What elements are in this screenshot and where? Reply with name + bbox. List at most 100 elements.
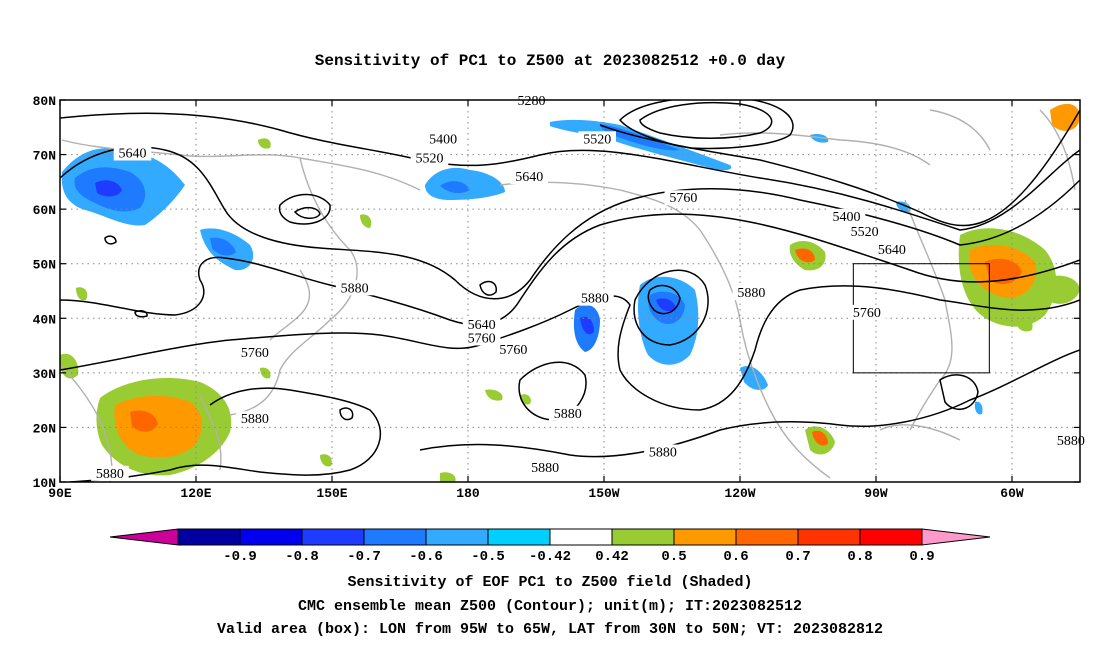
shade-orange-rockies-core [795, 248, 815, 263]
contour-label-bg [113, 145, 152, 161]
colorbar-box [673, 528, 737, 546]
shade-green-india [60, 353, 79, 379]
sensitivity-shading [60, 103, 1080, 482]
contour-label-bg [827, 208, 866, 224]
caption-line-3: Valid area (box): LON from 95W to 65W, L… [216, 621, 884, 638]
colorbar-label: -0.8 [285, 549, 319, 565]
contour-5880d [419, 349, 1080, 458]
lon-tick-label: 90E [48, 486, 72, 501]
contour-label-bg [462, 316, 501, 332]
shade-blue-asia-dark [95, 180, 122, 197]
shade-blue-goa-dark [656, 298, 676, 312]
contour-label: 5640 [515, 170, 543, 185]
shade-green-kor [360, 214, 372, 228]
shade-blue-npac [425, 167, 505, 200]
lat-tick-label: 60N [33, 203, 56, 218]
shade-green-arc [258, 138, 271, 149]
colorbar-label: 0.42 [595, 549, 629, 565]
contour-label: 5880 [341, 281, 369, 296]
colorbar-box [611, 528, 675, 546]
contour-5280 [639, 101, 773, 139]
colorbar-label: 0.6 [723, 549, 748, 565]
colorbar-label: 0.8 [847, 549, 872, 565]
contour-label: 5520 [851, 225, 879, 240]
shade-green-date [440, 472, 456, 482]
contour-small3 [479, 280, 497, 296]
colorbar-box [425, 528, 489, 546]
contour-small5 [647, 284, 681, 315]
shade-blue-small [974, 401, 983, 415]
shade-blue-midpac-core [580, 316, 594, 335]
colorbar-box [797, 528, 861, 546]
colorbar-label: -0.5 [471, 549, 505, 565]
contour-label-bg [644, 444, 682, 460]
colorbar-box [363, 528, 427, 546]
contour-5520 [60, 112, 1080, 231]
shade-blue-arctic [550, 119, 732, 171]
colorbar-label: 0.7 [785, 549, 810, 565]
shade-orange-mexico [812, 430, 828, 446]
contour-label-bg [424, 131, 462, 147]
contour-5880a [60, 285, 1080, 411]
contour-label-bg [873, 242, 911, 258]
colorbar-arrow-right [921, 528, 991, 546]
contour-label: 5400 [429, 132, 457, 147]
shade-green-dot2 [320, 454, 332, 467]
lon-tick-label: 60W [1000, 486, 1024, 501]
contour-label: 5520 [415, 151, 443, 166]
coast-asia-east [229, 157, 358, 416]
contour-small2 [293, 206, 321, 219]
shade-blue-asia-3 [210, 237, 236, 256]
contour-label-bg [335, 280, 374, 296]
contour-label: 5760 [669, 191, 697, 206]
lon-tick-label: 90W [864, 486, 888, 501]
contour-label-bg [732, 285, 771, 301]
colorbar-label: 0.9 [909, 549, 934, 565]
contour-label: 5880 [554, 407, 582, 422]
contour-label: 5640 [119, 146, 147, 161]
colorbar-box [859, 528, 923, 546]
contour-label: 5640 [878, 243, 906, 258]
contour-5400b [599, 109, 1080, 227]
contour-label: 5880 [737, 286, 765, 301]
shade-red-ne [985, 258, 1022, 284]
contour-label-bg [845, 224, 884, 240]
contour-label-bg [526, 459, 564, 475]
contour-label-bg [578, 131, 616, 147]
shade-green-china [76, 287, 88, 301]
contour-5880c [518, 361, 587, 421]
colorbar-label: -0.42 [529, 549, 571, 565]
contour-label: 5880 [1057, 434, 1085, 449]
lon-tick-label: 150E [316, 486, 347, 501]
map-frame [59, 99, 1081, 483]
colorbar-box [549, 528, 613, 546]
contour-label-bg [236, 411, 274, 427]
lon-tick-label: 120W [724, 486, 755, 501]
contour-label-bg [494, 341, 533, 357]
contour-label-bg [236, 345, 274, 361]
contour-small7 [104, 235, 117, 245]
contour-label: 5760 [241, 346, 269, 361]
contour-label-bg [848, 304, 886, 320]
contour-label-bg [664, 190, 703, 206]
contour-label-bg [548, 405, 587, 421]
caption-line-2: CMC ensemble mean Z500 (Contour); unit(m… [297, 598, 803, 615]
colorbar-box [301, 528, 365, 546]
caption-line-1: Sensitivity of EOF PC1 to Z500 field (Sh… [347, 574, 753, 591]
coast-japan [269, 269, 311, 341]
shade-blue-arctic2 [810, 133, 829, 143]
lat-tick-label: 30N [33, 367, 56, 382]
shade-green-ne2 [1015, 315, 1033, 332]
shade-green-pac2 [485, 389, 503, 401]
contour-5880e [939, 374, 979, 411]
contour-label: 5280 [517, 94, 545, 109]
contour-label: 5400 [833, 210, 861, 225]
coast-arctic [719, 132, 931, 166]
figure-title: Sensitivity of PC1 to Z500 at 2023082512… [314, 52, 786, 70]
contour-label: 5520 [583, 132, 611, 147]
contour-label: 5880 [649, 446, 677, 461]
contour-small1 [278, 193, 331, 225]
contour-label-bg [576, 290, 614, 306]
contour-label: 5880 [581, 292, 609, 307]
